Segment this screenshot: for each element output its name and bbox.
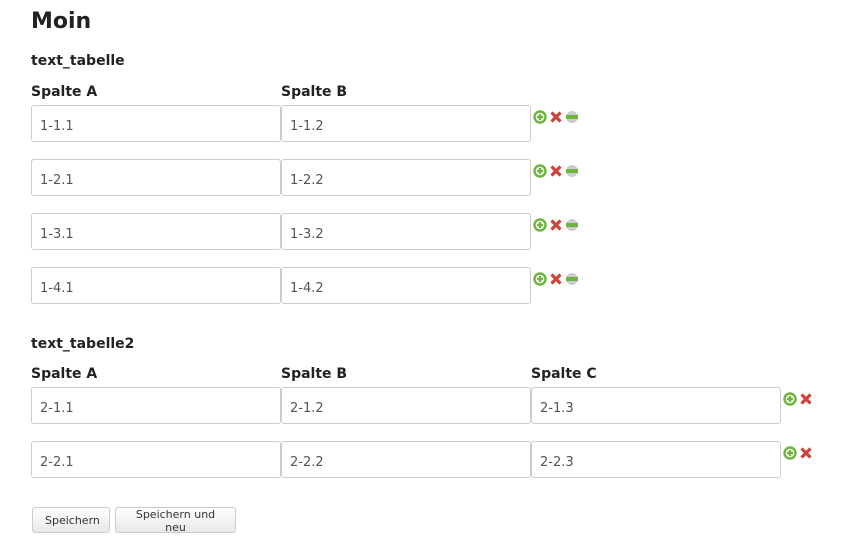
delete-icon[interactable] bbox=[549, 110, 563, 124]
row-actions bbox=[533, 164, 579, 178]
cell-input[interactable]: 2-1.1 bbox=[31, 387, 281, 424]
table-title: text_tabelle bbox=[31, 53, 125, 69]
row-actions bbox=[783, 392, 813, 406]
remove-icon[interactable] bbox=[565, 218, 579, 232]
cell-input[interactable]: 2-1.3 bbox=[531, 387, 781, 424]
table-title: text_tabelle2 bbox=[31, 336, 135, 352]
remove-icon[interactable] bbox=[565, 164, 579, 178]
delete-icon[interactable] bbox=[549, 164, 563, 178]
remove-icon[interactable] bbox=[565, 272, 579, 286]
save-button[interactable]: Speichern bbox=[32, 507, 110, 533]
delete-icon[interactable] bbox=[549, 218, 563, 232]
cell-input[interactable]: 1-3.1 bbox=[31, 213, 281, 250]
column-header: Spalte B bbox=[281, 84, 348, 100]
add-icon[interactable] bbox=[533, 218, 547, 232]
row-actions bbox=[783, 446, 813, 460]
add-icon[interactable] bbox=[783, 446, 797, 460]
cell-input[interactable]: 1-1.2 bbox=[281, 105, 531, 142]
cell-input[interactable]: 1-2.1 bbox=[31, 159, 281, 196]
delete-icon[interactable] bbox=[799, 446, 813, 460]
row-actions bbox=[533, 110, 579, 124]
add-icon[interactable] bbox=[783, 392, 797, 406]
cell-input[interactable]: 1-4.1 bbox=[31, 267, 281, 304]
add-icon[interactable] bbox=[533, 272, 547, 286]
cell-input[interactable]: 2-1.2 bbox=[281, 387, 531, 424]
cell-input[interactable]: 1-3.2 bbox=[281, 213, 531, 250]
cell-input[interactable]: 2-2.3 bbox=[531, 441, 781, 478]
cell-input[interactable]: 2-2.2 bbox=[281, 441, 531, 478]
cell-input[interactable]: 2-2.1 bbox=[31, 441, 281, 478]
cell-input[interactable]: 1-1.1 bbox=[31, 105, 281, 142]
add-icon[interactable] bbox=[533, 110, 547, 124]
column-header: Spalte C bbox=[531, 366, 597, 382]
cell-input[interactable]: 1-2.2 bbox=[281, 159, 531, 196]
delete-icon[interactable] bbox=[549, 272, 563, 286]
column-header: Spalte A bbox=[31, 84, 98, 100]
add-icon[interactable] bbox=[533, 164, 547, 178]
column-header: Spalte A bbox=[31, 366, 98, 382]
remove-icon[interactable] bbox=[565, 110, 579, 124]
row-actions bbox=[533, 218, 579, 232]
save-and-new-button[interactable]: Speichern und neu bbox=[115, 507, 236, 534]
column-header: Spalte B bbox=[281, 366, 348, 382]
delete-icon[interactable] bbox=[799, 392, 813, 406]
page-title: Moin bbox=[31, 9, 92, 34]
cell-input[interactable]: 1-4.2 bbox=[281, 267, 531, 304]
row-actions bbox=[533, 272, 579, 286]
